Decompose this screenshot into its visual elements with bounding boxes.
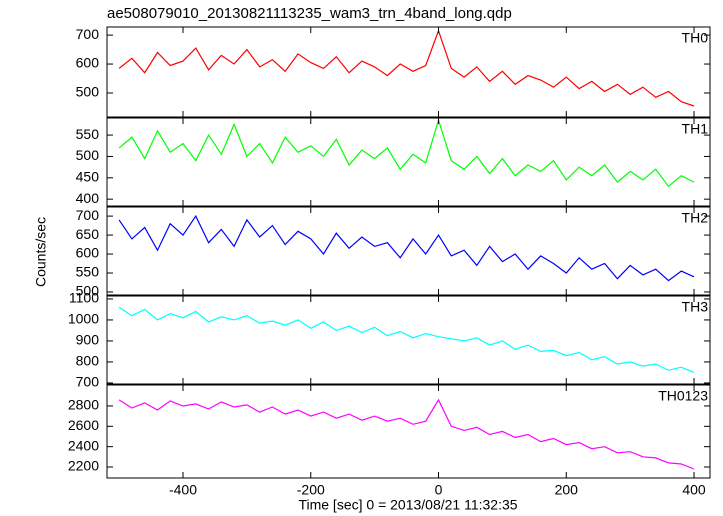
- chart-title: ae508079010_20130821113235_wam3_trn_4ban…: [107, 5, 512, 22]
- panel-frame: [106, 206, 711, 296]
- y-tick-label: 2800: [68, 397, 99, 413]
- data-line: [118, 398, 695, 470]
- y-tick-label: 500: [76, 84, 100, 100]
- y-tick-label: 2400: [68, 437, 99, 453]
- x-tick-label: 400: [682, 482, 706, 498]
- panel-label: TH3: [682, 299, 709, 315]
- y-tick-label: 1000: [68, 311, 99, 327]
- y-tick-label: 1100: [69, 290, 99, 306]
- y-tick-label: 500: [76, 147, 100, 163]
- panel-label: TH2: [682, 210, 709, 226]
- panel-frame: [106, 117, 711, 207]
- y-tick-label: 600: [76, 55, 100, 71]
- panel-frame: [106, 384, 711, 479]
- x-tick-label: -400: [169, 482, 197, 498]
- data-line: [118, 29, 695, 107]
- panel-label: TH0: [682, 30, 709, 46]
- y-tick-label: 550: [76, 126, 100, 142]
- x-tick-label: 0: [435, 482, 443, 498]
- panel-label: TH0123: [658, 388, 708, 404]
- panel-label: TH1: [682, 121, 709, 137]
- y-tick-label: 2200: [68, 458, 99, 474]
- data-line: [118, 306, 695, 373]
- y-tick-label: 650: [76, 226, 100, 242]
- y-tick-label: 2600: [68, 417, 99, 433]
- y-tick-label: 700: [76, 374, 100, 390]
- x-axis-label: Time [sec] 0 = 2013/08/21 11:32:35: [298, 497, 517, 513]
- data-line: [118, 214, 695, 282]
- y-axis-label: Counts/sec: [33, 217, 49, 287]
- y-tick-label: 900: [76, 332, 100, 348]
- x-tick-label: -200: [297, 482, 325, 498]
- data-line: [118, 118, 695, 188]
- y-tick-label: 400: [76, 190, 100, 206]
- x-tick-label: 200: [555, 482, 579, 498]
- y-tick-label: 700: [76, 26, 100, 42]
- y-tick-label: 800: [76, 353, 100, 369]
- y-tick-label: 500: [76, 283, 100, 299]
- y-tick-label: 450: [76, 169, 100, 185]
- y-tick-label: 700: [76, 207, 100, 223]
- panel-frame: [106, 295, 711, 385]
- panel-frame: [106, 26, 711, 118]
- y-tick-label: 600: [76, 245, 100, 261]
- y-tick-label: 550: [76, 264, 100, 280]
